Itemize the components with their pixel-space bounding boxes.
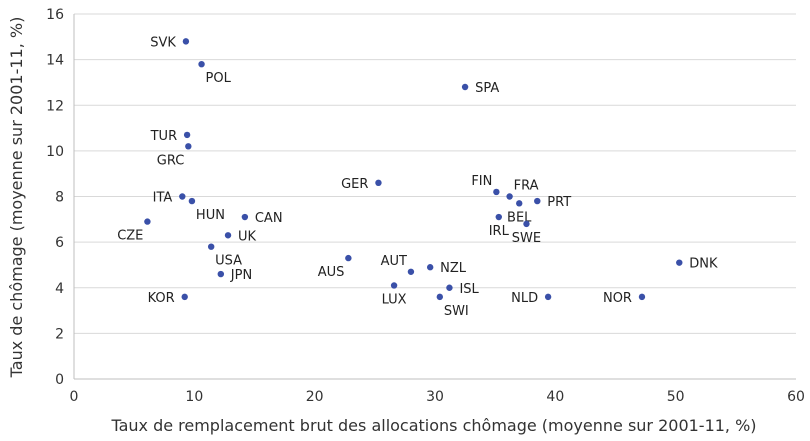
data-point-can [241,213,249,221]
data-point-aus [345,254,352,262]
point-label-can: CAN [255,211,283,226]
data-point-spa [461,83,469,91]
point-label-isl: ISL [459,282,479,297]
data-point-nld [544,293,552,301]
data-point-fin [493,188,500,196]
point-label-ger: GER [341,177,368,192]
data-point-ita [179,193,186,200]
x-tick-label: 10 [185,389,203,405]
data-point-irl [495,213,502,221]
y-tick-label: 14 [46,53,64,69]
x-tick-label: 0 [70,389,79,405]
x-axis-title: Taux de remplacement brut des allocation… [110,416,756,435]
y-axis-title: Taux de chômage (moyenne sur 2001-11, %) [7,17,26,379]
point-label-nor: NOR [603,291,632,306]
data-point-lux [390,282,398,289]
point-label-tur: TUR [150,129,178,144]
point-label-fin: FIN [471,174,492,189]
point-label-svk: SVK [150,35,176,50]
grid-lines [74,13,796,334]
y-tick-label: 10 [46,144,64,160]
point-label-prt: PRT [547,195,571,210]
axes [73,14,796,380]
point-label-nzl: NZL [440,261,467,276]
data-point-kor [181,293,188,301]
y-tick-label: 0 [55,372,64,388]
tick-labels: 0 2 4 6 8 10 12 14 16 0 10 20 30 40 50 60 [46,7,805,405]
data-point-fra [506,193,513,200]
point-label-irl: IRL [489,224,510,239]
data-point-prt [534,197,541,205]
data-point-tur [183,131,191,139]
data-point-ger [375,179,382,187]
point-label-uk: UK [238,229,257,244]
point-label-usa: USA [215,254,242,269]
data-point-swe [523,220,530,228]
y-tick-label: 12 [46,98,64,114]
data-point-cze [144,218,151,225]
point-label-hun: HUN [196,208,225,223]
data-point-nzl [426,264,434,271]
point-label-ita: ITA [153,191,173,206]
data-point-uk [224,232,232,239]
y-tick-label: 16 [46,7,64,23]
y-tick-label: 4 [55,281,64,297]
point-label-spa: SPA [475,81,499,96]
data-point-aut [407,268,415,275]
x-tick-label: 40 [546,389,564,405]
x-tick-label: 20 [306,389,324,405]
point-label-nld: NLD [511,291,538,306]
y-tick-label: 2 [55,326,64,342]
data-point-nor [638,293,646,301]
point-label-dnk: DNK [689,257,718,272]
point-label-fra: FRA [514,179,539,194]
data-point-pol [198,60,205,68]
point-label-swi: SWI [444,304,469,319]
data-point-bel [516,200,523,207]
point-label-lux: LUX [382,292,407,307]
data-point-swi [436,293,444,301]
data-point-dnk [676,259,683,266]
point-label-cze: CZE [117,229,143,244]
point-label-grc: GRC [157,153,185,168]
point-label-pol: POL [206,71,232,86]
y-tick-label: 8 [55,190,64,206]
y-tick-label: 6 [55,235,64,251]
x-tick-label: 50 [667,389,685,405]
x-tick-label: 30 [426,389,444,405]
point-label-jpn: JPN [230,268,252,283]
data-point-jpn [217,270,225,278]
point-label-aut: AUT [381,254,407,269]
point-label-swe: SWE [512,231,541,246]
data-point-svk [182,38,190,45]
point-label-kor: KOR [148,291,175,306]
data-point-grc [185,143,192,150]
point-label-aus: AUS [318,265,345,280]
data-point-usa [207,243,215,250]
data-point-isl [446,284,453,291]
data-point-hun [188,197,196,205]
x-tick-label: 60 [787,389,805,405]
